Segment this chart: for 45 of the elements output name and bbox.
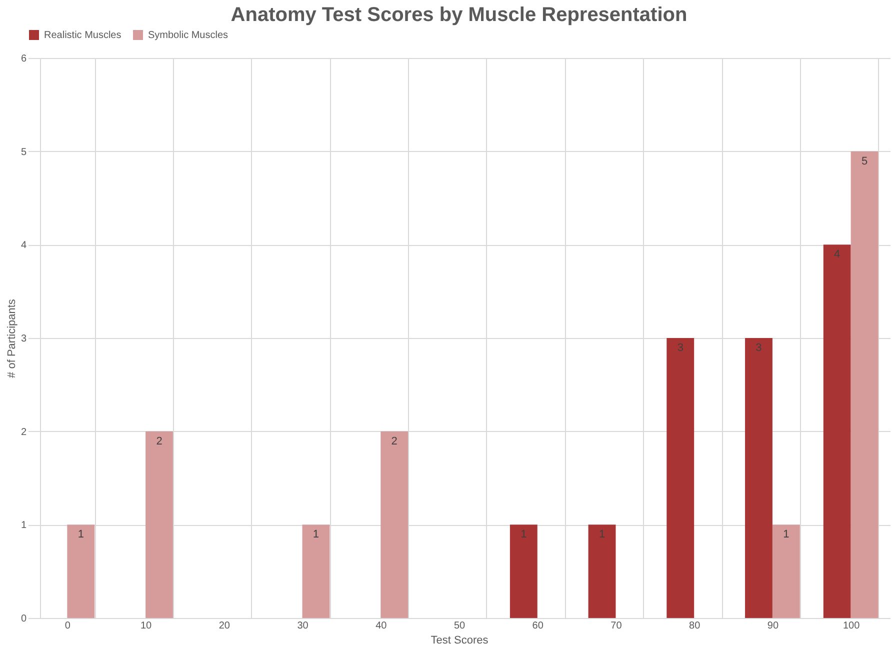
bar	[772, 524, 800, 618]
y-tick-label: 6	[20, 54, 27, 64]
bar	[302, 524, 330, 618]
data-label: 1	[520, 528, 527, 541]
chart-title: Anatomy Test Scores by Muscle Representation	[230, 4, 688, 26]
x-tick-label: 100	[842, 620, 860, 632]
data-label: 5	[861, 155, 868, 168]
y-axis-title: # of Participants	[6, 298, 18, 378]
bar	[67, 524, 95, 618]
bar	[588, 524, 616, 618]
x-tick-label: 50	[454, 620, 466, 632]
data-label: 1	[312, 528, 320, 541]
bar	[510, 524, 538, 618]
data-label: 2	[156, 435, 162, 448]
y-tick-label: 3	[20, 334, 27, 344]
bar	[745, 338, 772, 618]
y-tick-label: 1	[20, 520, 27, 532]
bar	[380, 431, 408, 618]
y-tick-label: 0	[20, 614, 27, 624]
bar	[823, 244, 851, 618]
data-label: 3	[756, 342, 762, 354]
data-label: 4	[834, 248, 840, 261]
x-axis-title: Test Scores	[430, 634, 489, 646]
x-tick-label: 40	[376, 620, 388, 632]
data-label: 1	[78, 528, 84, 541]
bar	[850, 151, 878, 618]
y-tick-label: 2	[20, 426, 27, 438]
x-tick-label: 0	[64, 620, 71, 632]
x-tick-label: 30	[297, 620, 309, 632]
x-tick-label: 80	[689, 620, 701, 632]
data-label: 2	[391, 435, 398, 448]
legend-label: Realistic Muscles	[44, 30, 122, 41]
x-tick-label: 20	[218, 620, 230, 632]
y-tick-label: 4	[20, 240, 27, 252]
bar	[666, 338, 694, 618]
legend-label: Symbolic Muscles	[148, 30, 228, 41]
data-label: 1	[783, 528, 790, 541]
data-label: 1	[598, 528, 606, 541]
y-tick-label: 5	[20, 146, 27, 158]
bar	[146, 431, 173, 618]
x-tick-label: 70	[610, 620, 622, 632]
x-tick-label: 90	[767, 620, 779, 632]
x-tick-label: 10	[140, 620, 152, 632]
data-label: 3	[677, 342, 684, 354]
x-tick-label: 60	[532, 620, 544, 632]
